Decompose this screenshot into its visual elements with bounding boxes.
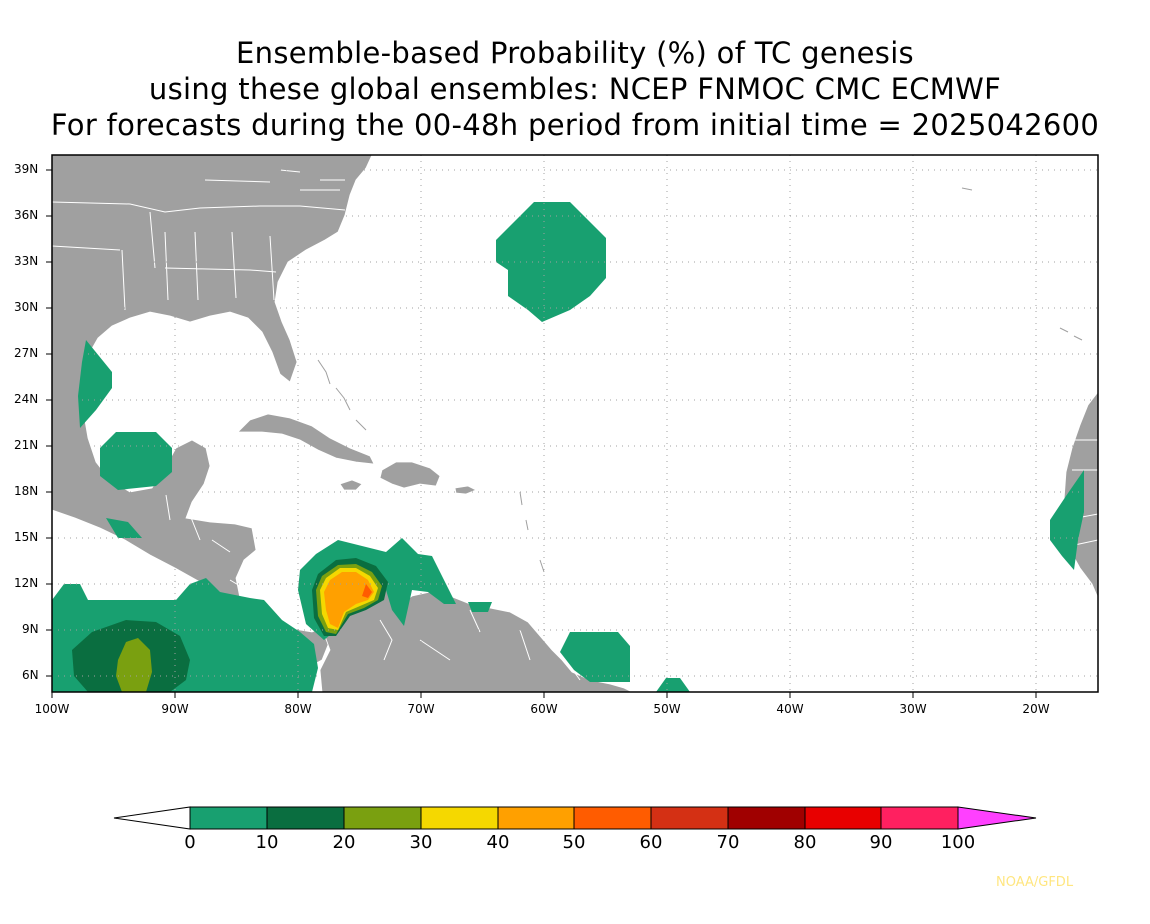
colorbar-bin-80-90 <box>804 806 882 830</box>
lat-label: 9N <box>22 622 39 636</box>
colorbar-bin-40-50 <box>497 806 575 830</box>
lat-label: 18N <box>14 484 39 498</box>
colorbar-bin-70-80 <box>727 806 806 830</box>
colorbar-label: 50 <box>562 832 586 853</box>
contour-guianas <box>560 632 630 682</box>
colorbar-label: 60 <box>639 832 663 853</box>
land-small-islands <box>317 187 1083 573</box>
colorbar-bin-50-60 <box>573 806 652 830</box>
colorbar-bin-20-30 <box>343 806 422 830</box>
colorbar-label: 100 <box>940 832 976 853</box>
contour-bay-campeche <box>100 432 172 490</box>
lon-label: 60W <box>530 702 558 716</box>
lon-label: 90W <box>161 702 189 716</box>
lat-label: 30N <box>14 300 39 314</box>
lat-label: 6N <box>22 668 39 682</box>
colorbar-label: 90 <box>869 832 893 853</box>
colorbar-low-arrow <box>113 806 191 830</box>
colorbar-label: 40 <box>486 832 510 853</box>
title-line-3: For forecasts during the 00-48h period f… <box>50 108 1100 142</box>
axis-ticks <box>46 169 1037 698</box>
lat-label: 24N <box>14 392 39 406</box>
lat-label: 36N <box>14 208 39 222</box>
land-cuba <box>237 413 375 465</box>
contour-epac-30 <box>116 638 152 692</box>
political-borders <box>52 169 1098 681</box>
credit-text: NOAA/GFDL <box>996 875 1074 890</box>
colorbar-bin-0-10 <box>189 806 268 830</box>
colorbar-bin-90-100 <box>880 806 959 830</box>
map-frame <box>51 154 1099 693</box>
colorbar-label: 10 <box>255 832 279 853</box>
colorbar-bin-10-20 <box>266 806 345 830</box>
contour-small-50w <box>656 678 690 692</box>
colorbar-label: 30 <box>409 832 433 853</box>
title-line-2: using these global ensembles: NCEP FNMOC… <box>148 72 1002 106</box>
contour-east-atlantic <box>1050 470 1084 570</box>
lat-label: 15N <box>14 530 39 544</box>
lon-label: 20W <box>1022 702 1050 716</box>
grid-lines <box>52 155 1098 692</box>
colorbar <box>113 806 1037 830</box>
map-layers <box>52 155 1098 692</box>
colorbar-bin-60-70 <box>650 806 729 830</box>
contour-gulf-west <box>78 340 112 428</box>
title-line-1: Ensemble-based Probability (%) of TC gen… <box>236 36 914 70</box>
colorbar-label: 0 <box>184 832 196 853</box>
lat-label: 21N <box>14 438 39 452</box>
colorbar-label: 80 <box>793 832 817 853</box>
colorbar-bin-30-40 <box>420 806 499 830</box>
colorbar-label: 20 <box>332 832 356 853</box>
colorbar-high-arrow <box>957 806 1037 830</box>
lat-label: 39N <box>14 162 39 176</box>
lon-label: 40W <box>776 702 804 716</box>
colorbar-label: 70 <box>716 832 740 853</box>
lon-label: 80W <box>284 702 312 716</box>
land-hispaniola <box>379 461 441 489</box>
lon-label: 100W <box>34 702 70 716</box>
lon-label: 70W <box>407 702 435 716</box>
land-jamaica <box>339 479 363 491</box>
lat-label: 33N <box>14 254 39 268</box>
contour-pacific-small <box>106 518 142 538</box>
lon-label: 30W <box>899 702 927 716</box>
contour-small-63w <box>468 602 492 612</box>
lon-label: 50W <box>653 702 681 716</box>
lat-label: 12N <box>14 576 39 590</box>
contour-carib-60 <box>362 584 372 598</box>
contour-carib-50 <box>324 572 374 628</box>
lat-label: 27N <box>14 346 39 360</box>
